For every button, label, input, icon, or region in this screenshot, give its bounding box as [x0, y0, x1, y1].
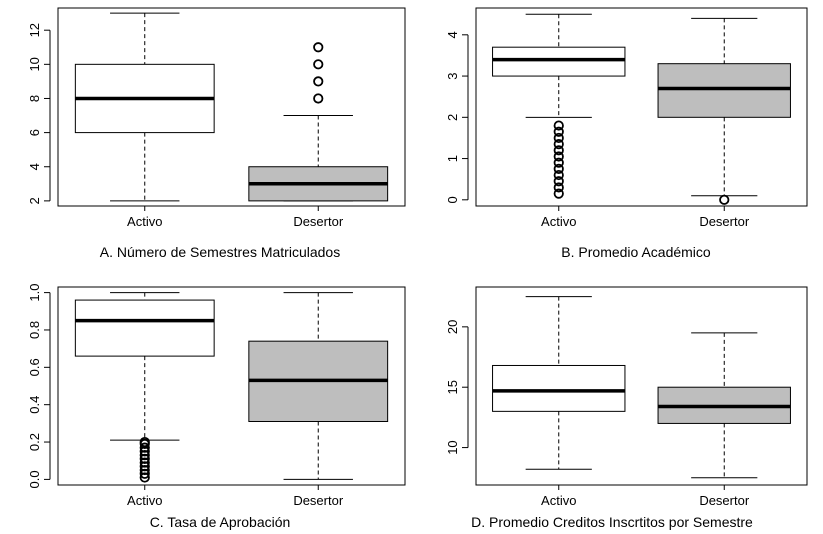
- x-tick-label: Desertor: [293, 214, 344, 229]
- outlier-point: [553, 163, 564, 174]
- y-tick-label: 0.8: [27, 321, 42, 339]
- x-tick-label: Desertor: [293, 493, 344, 508]
- x-tick-label: Activo: [541, 493, 576, 508]
- outlier-point: [139, 472, 150, 483]
- panel-b: 0 1 2 3 4 Activo Desertor: [445, 7, 808, 229]
- y-tick-label: 20: [445, 320, 460, 334]
- outlier-point: [553, 139, 564, 150]
- panel-c-caption: C. Tasa de Aprobación: [149, 514, 291, 530]
- panel-a-frame: [57, 7, 406, 207]
- outlier-point: [553, 120, 564, 131]
- y-tick-label: 12: [27, 23, 42, 37]
- box-activo: [492, 296, 626, 470]
- outlier-point: [553, 132, 564, 144]
- iqr-box: [492, 364, 626, 412]
- box-desertor: [657, 332, 791, 479]
- outlier-point: [139, 446, 150, 457]
- outlier-point: [553, 157, 564, 168]
- outlier-point: [553, 145, 564, 156]
- panel-d-frame: [475, 286, 808, 486]
- y-tick-label: 0.0: [27, 470, 42, 488]
- box-desertor: [248, 42, 389, 202]
- x-tick-label: Desertor: [699, 214, 750, 229]
- box-activo: [492, 13, 626, 199]
- y-tick-label: 1.0: [27, 284, 42, 302]
- outlier-point: [313, 93, 324, 104]
- panel-c-frame: [57, 286, 406, 486]
- box-activo: [74, 12, 215, 202]
- outlier-point: [139, 453, 150, 464]
- y-tick-label: 8: [27, 95, 42, 102]
- panel-d-caption: D. Promedio Creditos Inscrtitos por Seme…: [471, 514, 753, 530]
- outlier-point: [139, 450, 150, 461]
- y-tick-label: 2: [445, 114, 460, 121]
- box-activo: [74, 292, 215, 483]
- panel-d: 10 15 20 Activo Desertor: [445, 286, 808, 508]
- y-tick-label: 3: [445, 72, 460, 79]
- outlier-point: [139, 461, 150, 472]
- y-tick-label: 10: [27, 57, 42, 71]
- x-tick-label: Desertor: [699, 493, 750, 508]
- y-tick-label: 10: [445, 440, 460, 454]
- y-tick-label: 0.2: [27, 433, 42, 451]
- outlier-point: [139, 464, 150, 476]
- y-tick-label: 1: [445, 155, 460, 162]
- outlier-point: [553, 169, 564, 181]
- outlier-point: [553, 182, 564, 193]
- outlier-point: [139, 457, 150, 468]
- panel-c: 0.0 0.2 0.4 0.6 0.8 1.0 Activo Desertor: [27, 284, 406, 508]
- x-tick-label: Activo: [127, 493, 162, 508]
- panel-a: 2 4 6 8 10 12 Activo Desertor: [27, 7, 406, 229]
- outlier-point: [139, 436, 150, 448]
- outlier-point: [553, 176, 564, 187]
- y-tick-label: 4: [445, 31, 460, 38]
- iqr-box: [657, 63, 791, 118]
- y-tick-label: 2: [27, 197, 42, 204]
- x-tick-label: Activo: [127, 214, 162, 229]
- outlier-point: [313, 59, 324, 70]
- y-tick-label: 0: [445, 196, 460, 203]
- outlier-point: [313, 76, 324, 87]
- iqr-box: [74, 299, 215, 357]
- iqr-box: [492, 46, 626, 77]
- y-tick-label: 15: [445, 380, 460, 394]
- panel-a-caption: A. Número de Semestres Matriculados: [99, 244, 341, 260]
- outlier-point: [553, 126, 564, 137]
- y-tick-label: 4: [27, 163, 42, 170]
- outlier-point: [553, 151, 564, 162]
- outlier-point: [553, 188, 564, 199]
- y-tick-label: 0.6: [27, 358, 42, 376]
- box-desertor: [248, 292, 389, 480]
- outlier-point: [139, 442, 150, 453]
- outlier-point: [313, 42, 324, 53]
- y-tick-label: 6: [27, 129, 42, 136]
- x-tick-label: Activo: [541, 214, 576, 229]
- outlier-point: [719, 194, 730, 205]
- panel-b-caption: B. Promedio Académico: [561, 244, 711, 260]
- y-tick-label: 0.4: [27, 396, 42, 414]
- outlier-point: [139, 468, 150, 479]
- panel-b-frame: [475, 7, 808, 207]
- box-desertor: [657, 17, 791, 205]
